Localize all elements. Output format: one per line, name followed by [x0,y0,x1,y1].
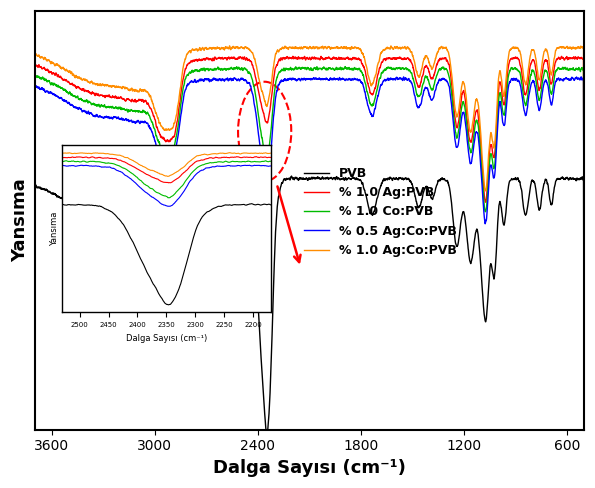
% 1.0 Ag:PVB [574,54,581,60]
% 1.0 Ag:Co:PVB [497,68,504,74]
% 1.0 Ag:Co:PVB [143,89,151,95]
% 1.0 Ag:Co:PVB [464,106,471,112]
PVB [380,176,387,182]
% 1.0 Ag:Co:PVB [31,255,38,261]
% 1.0 Ag:PVB [464,117,471,122]
% 1.0 Ag:Co:PVB [380,47,387,53]
PVB [464,237,471,243]
Line: PVB: PVB [35,176,584,433]
PVB [143,220,151,225]
% 0.5 Ag:Co:PVB [31,273,38,279]
% 1.0 Ag:PVB [143,102,151,107]
Line: % 1.0 Ag:Co:PVB: % 1.0 Ag:Co:PVB [35,46,584,258]
% 1.0 Co:PVB [143,110,151,116]
X-axis label: Dalga Sayısı (cm⁻¹): Dalga Sayısı (cm⁻¹) [213,459,406,477]
% 1.0 Ag:PVB [31,260,38,266]
% 0.5 Ag:Co:PVB [496,99,503,105]
% 0.5 Ag:Co:PVB [428,97,436,103]
PVB [288,173,295,179]
% 1.0 Co:PVB [574,66,581,72]
PVB [497,200,504,205]
% 1.0 Ag:PVB [580,256,587,262]
% 1.0 Ag:Co:PVB [226,43,233,49]
Line: % 0.5 Ag:Co:PVB: % 0.5 Ag:Co:PVB [35,77,584,276]
PVB [575,177,582,183]
% 1.0 Ag:PVB [428,75,436,81]
% 1.0 Co:PVB [464,125,471,131]
% 1.0 Ag:PVB [380,57,387,62]
Legend: PVB, % 1.0 Ag:PVB, % 1.0 Co:PVB, % 0.5 Ag:Co:PVB, % 1.0 Ag:Co:PVB: PVB, % 1.0 Ag:PVB, % 1.0 Co:PVB, % 0.5 A… [299,162,462,262]
% 1.0 Ag:Co:PVB [574,45,581,51]
% 0.5 Ag:Co:PVB [143,120,151,126]
% 0.5 Ag:Co:PVB [464,135,471,141]
% 0.5 Ag:Co:PVB [380,78,387,84]
% 0.5 Ag:Co:PVB [580,269,587,275]
Line: % 1.0 Ag:PVB: % 1.0 Ag:PVB [35,56,584,263]
PVB [264,430,271,436]
% 0.5 Ag:Co:PVB [578,74,585,80]
Y-axis label: Yansıma: Yansıma [11,179,29,262]
Line: % 1.0 Co:PVB: % 1.0 Co:PVB [35,66,584,269]
% 1.0 Co:PVB [380,68,387,74]
% 1.0 Co:PVB [342,63,349,69]
PVB [580,329,587,335]
% 1.0 Co:PVB [31,266,38,272]
% 1.0 Ag:PVB [289,53,296,59]
% 1.0 Co:PVB [428,87,436,93]
% 0.5 Ag:Co:PVB [574,76,581,82]
% 1.0 Ag:PVB [497,79,504,85]
% 1.0 Co:PVB [497,90,504,96]
% 1.0 Ag:Co:PVB [580,250,587,256]
PVB [31,332,38,338]
PVB [429,196,436,202]
% 1.0 Co:PVB [580,263,587,268]
% 1.0 Ag:Co:PVB [428,66,436,72]
